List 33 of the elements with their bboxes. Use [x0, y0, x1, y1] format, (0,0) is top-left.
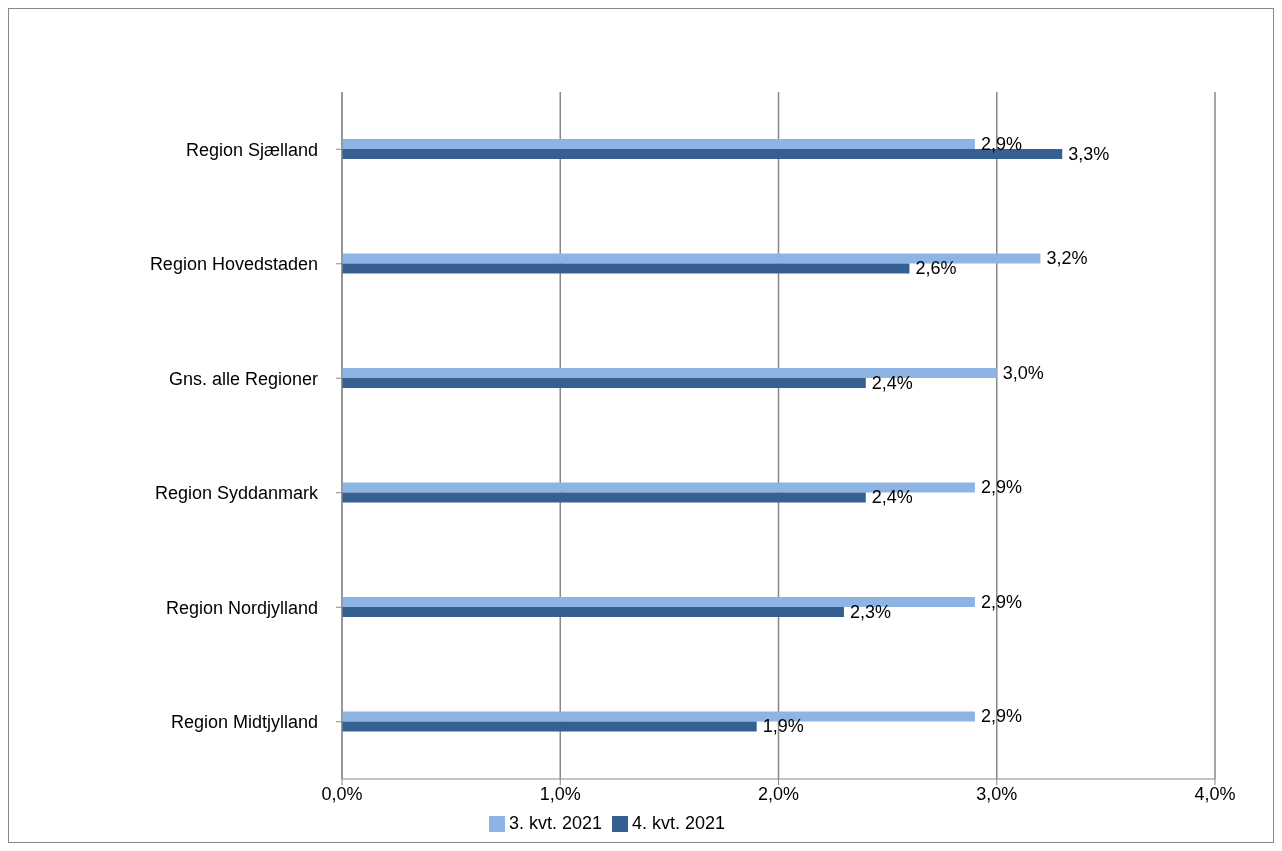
data-label: 2,9%: [980, 477, 1022, 498]
y-tick-label: Region Syddanmark: [154, 483, 319, 504]
bar: [342, 606, 844, 617]
y-tick-label: Region Midtjylland: [170, 712, 318, 733]
y-tick-label: Region Nordjylland: [165, 597, 318, 618]
x-tick-label: 0,0%: [321, 783, 363, 804]
data-label: 3,2%: [1046, 248, 1088, 269]
legend-label: 3. kvt. 2021: [508, 813, 602, 833]
data-label: 3,0%: [1002, 362, 1044, 383]
data-label: 2,4%: [871, 487, 913, 508]
bar: [342, 138, 975, 149]
bar: [342, 596, 975, 607]
y-tick-label: Gns. alle Regioner: [168, 368, 318, 389]
bar: [342, 367, 997, 378]
x-tick-label: 4,0%: [1194, 783, 1236, 804]
x-tick-label: 3,0%: [976, 783, 1018, 804]
bar: [342, 721, 757, 732]
x-tick-label: 1,0%: [539, 783, 581, 804]
data-label: 2,6%: [915, 258, 957, 279]
data-label: 2,4%: [871, 372, 913, 393]
data-label: 2,3%: [849, 601, 892, 622]
data-label: 2,9%: [980, 133, 1022, 154]
bar: [342, 492, 866, 503]
y-tick-label: Region Sjælland: [185, 139, 318, 160]
legend-label: 4. kvt. 2021: [632, 813, 726, 833]
bar: [342, 377, 866, 388]
data-label: 2,9%: [980, 706, 1022, 727]
data-label: 1,9%: [762, 716, 804, 737]
bar: [342, 263, 910, 274]
x-tick-label: 2,0%: [757, 783, 800, 804]
y-tick-label: Region Hovedstaden: [149, 254, 318, 275]
data-label: 3,3%: [1068, 143, 1110, 164]
data-label: 2,9%: [980, 591, 1022, 612]
